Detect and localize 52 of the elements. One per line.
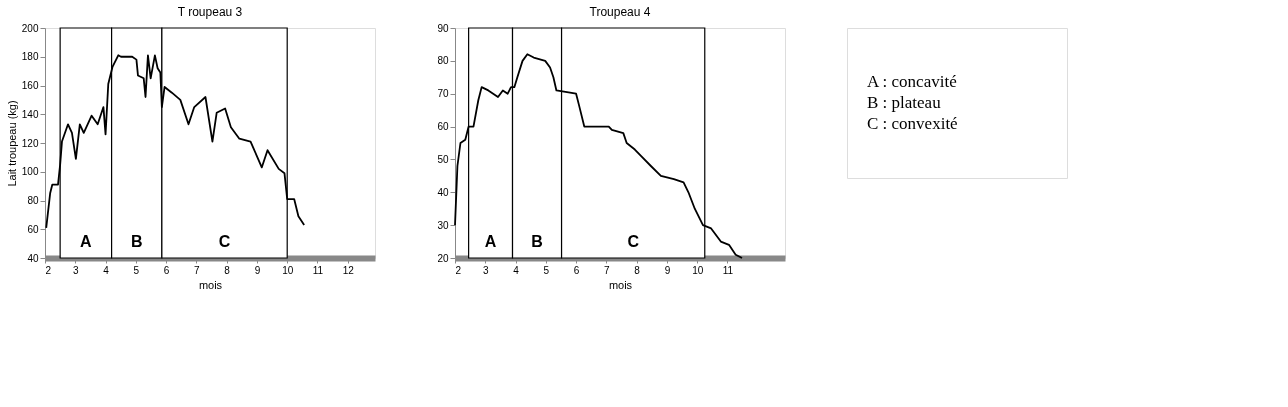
y-tick-label: 90	[437, 22, 449, 34]
x-tick-label: 6	[163, 264, 170, 276]
y-tick-label: 40	[437, 186, 449, 198]
y-tick-label: 80	[27, 195, 39, 206]
x-tick-label: 5	[133, 264, 140, 276]
x-tick-label: 8	[224, 264, 231, 276]
x-tick-label: 9	[664, 264, 671, 276]
x-tick-label: 10	[692, 264, 704, 276]
x-tick-label: 11	[312, 264, 324, 276]
y-tick-label: 70	[437, 88, 449, 100]
band-label: A	[484, 233, 497, 250]
y-tick-label: 100	[21, 166, 39, 178]
chart-title: Troupeau 4	[589, 5, 651, 19]
x-tick-label: 2	[455, 264, 462, 276]
y-tick-label: 20	[437, 252, 449, 264]
y-tick-label: 60	[437, 121, 449, 133]
y-tick-label: 50	[437, 153, 449, 165]
x-axis-title: mois	[608, 278, 633, 291]
y-tick-label: 140	[21, 108, 39, 120]
x-tick-label: 12	[342, 264, 355, 276]
band-label: B	[130, 233, 143, 250]
y-tick-label: 200	[21, 22, 39, 34]
y-tick-label: 80	[437, 55, 449, 67]
x-tick-label: 9	[254, 264, 261, 276]
x-tick-label: 11	[722, 264, 734, 276]
y-tick-label: 60	[27, 223, 39, 235]
chart-title: T roupeau 3	[177, 5, 243, 19]
text: A : concavité	[867, 71, 957, 91]
x-tick-label: 4	[513, 264, 520, 276]
band-label: B	[531, 233, 543, 250]
text: C : convexité	[867, 114, 958, 134]
x-tick-label: 3	[482, 264, 489, 276]
text: B : plateau	[867, 93, 942, 112]
y-tick-label: 160	[21, 80, 39, 91]
x-tick-label: 5	[543, 264, 550, 276]
band-label: A	[80, 233, 93, 250]
x-tick-label: 8	[634, 264, 641, 276]
x-tick-label: 4	[103, 264, 110, 276]
y-tick-label: 180	[21, 51, 39, 63]
x-tick-label: 6	[573, 264, 580, 276]
x-axis-title: mois	[198, 278, 223, 291]
x-tick-label: 7	[604, 264, 611, 276]
y-tick-label: 30	[437, 219, 449, 231]
y-tick-label: 120	[21, 137, 39, 149]
y-tick-label: 40	[27, 252, 39, 264]
x-tick-label: 2	[45, 264, 52, 276]
band-label: C	[218, 233, 231, 250]
y-axis-title: Lait troupeau (kg)	[5, 100, 18, 187]
band-label: C	[627, 233, 640, 250]
x-tick-label: 7	[194, 264, 201, 276]
x-tick-label: 10	[282, 264, 294, 276]
x-tick-label: 3	[72, 264, 79, 276]
